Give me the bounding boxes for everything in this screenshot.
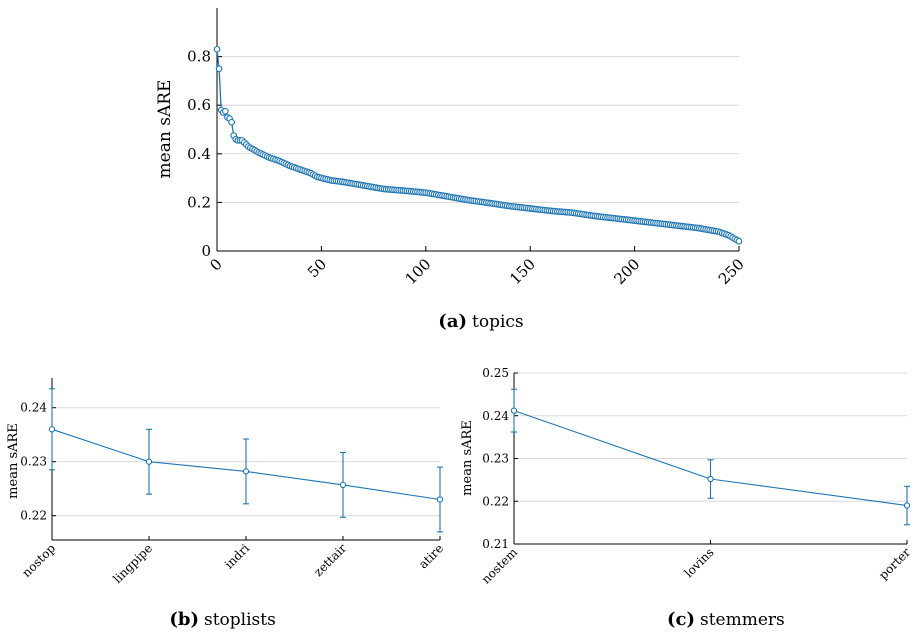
chart-b-stoplists: 0.22 0.23 0.24 nostop lingpipe indri zettair at… [6, 378, 446, 630]
b-x-tick-label: indri [222, 541, 252, 571]
chart-a-y-tick-label: 0 [201, 242, 211, 260]
chart-a-grid [217, 56, 739, 203]
chart-a-y-tick-label: 0.2 [187, 193, 211, 211]
chart-a-x-tick-label: 150 [506, 255, 539, 288]
c-y-tick-label: 0.21 [482, 537, 509, 551]
caption-a-text: topics [472, 312, 524, 332]
b-x-tick-label: zettair [311, 541, 349, 579]
c-x-tick-label: porter [876, 545, 913, 582]
chart-c-grid [514, 372, 907, 502]
b-point [145, 458, 153, 465]
chart-c-series [510, 388, 911, 526]
b-y-tick-label: 0.24 [20, 401, 47, 415]
chart-a-series [213, 45, 743, 245]
caption-b: (b) stoplists [169, 609, 275, 630]
c-x-tick-label: nostem [479, 545, 521, 587]
chart-c-stemmers: 0.21 0.22 0.23 0.24 0.25 nostem lovins porter m… [460, 366, 913, 630]
caption-c-letter: (c) [667, 609, 695, 630]
chart-a-x-tick-label: 250 [715, 255, 748, 288]
c-y-tick-label: 0.25 [482, 366, 509, 380]
chart-a-point [228, 118, 235, 126]
chart-a-y-axis-label: mean sARE [155, 80, 175, 179]
b-point [436, 496, 444, 503]
chart-a-series-line [216, 49, 740, 242]
chart-a-x-tick-label: 200 [610, 255, 643, 288]
c-y-tick-label: 0.23 [482, 452, 509, 466]
b-x-tick-label: atire [416, 541, 446, 571]
caption-c-text: stemmers [700, 610, 785, 630]
chart-a-ticks: 0 0.2 0.4 0.6 0.8 0 50 100 150 200 250 [187, 48, 748, 288]
chart-a-point [213, 45, 221, 53]
c-x-tick-label: lovins [682, 545, 717, 580]
b-x-tick-label: nostop [19, 541, 58, 580]
c-y-tick-label: 0.24 [482, 409, 509, 423]
chart-a-x-tick-label: 100 [402, 255, 435, 288]
chart-a-axes [216, 8, 739, 252]
b-y-tick-label: 0.22 [20, 509, 47, 523]
chart-b-y-axis-label: mean sARE [6, 423, 21, 499]
chart-a-point [222, 107, 229, 115]
caption-b-letter: (b) [169, 609, 199, 630]
c-point [903, 502, 911, 509]
chart-a-y-tick-label: 0.6 [187, 96, 211, 114]
c-y-tick-label: 0.22 [482, 494, 509, 508]
chart-a-y-tick-label: 0.8 [187, 48, 211, 66]
chart-a-point [735, 237, 743, 245]
b-y-tick-label: 0.23 [20, 455, 47, 469]
caption-b-text: stoplists [204, 610, 276, 630]
b-point [48, 426, 56, 433]
c-point [707, 475, 714, 483]
chart-a-x-tick-label: 50 [304, 255, 330, 281]
chart-b-ticks: 0.22 0.23 0.24 nostop lingpipe indri zettair at… [19, 401, 446, 586]
chart-c-ticks: 0.21 0.22 0.23 0.24 0.25 nostem lovins porter [479, 366, 913, 587]
b-point [242, 468, 250, 475]
chart-a-x-tick-label: 0 [206, 255, 225, 274]
caption-a-letter: (a) [438, 311, 467, 332]
chart-b-series [48, 388, 444, 533]
chart-a-topics: 0 0.2 0.4 0.6 0.8 0 50 100 150 200 250 mean sARE (… [155, 8, 748, 332]
b-point [339, 481, 347, 489]
chart-a-point [215, 65, 223, 73]
caption-c: (c) stemmers [667, 609, 785, 630]
chart-c-y-axis-label: mean sARE [460, 420, 475, 496]
c-point [510, 407, 518, 414]
caption-a: (a) topics [438, 311, 523, 332]
b-x-tick-label: lingpipe [110, 541, 155, 586]
chart-a-y-tick-label: 0.4 [187, 145, 211, 163]
